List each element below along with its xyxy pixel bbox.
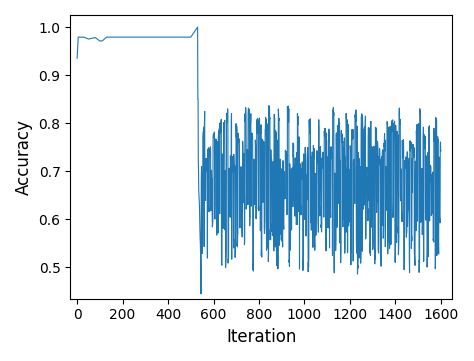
Y-axis label: Accuracy: Accuracy xyxy=(15,119,33,195)
X-axis label: Iteration: Iteration xyxy=(226,328,296,346)
